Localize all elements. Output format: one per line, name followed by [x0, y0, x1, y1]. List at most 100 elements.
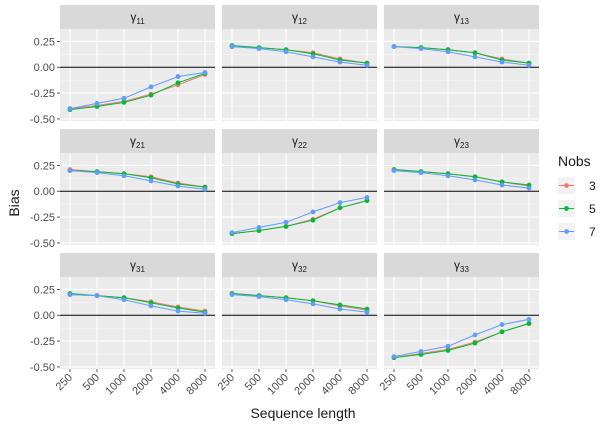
facet-strip: [384, 5, 539, 29]
x-tick-label: 250: [216, 372, 237, 393]
data-point-nobs-7: [148, 84, 154, 90]
facet-label: γ11: [130, 10, 145, 26]
data-point-nobs-7: [229, 44, 235, 49]
facet-strip: [60, 253, 215, 277]
data-point-nobs-5: [526, 321, 532, 326]
legend-marker: [564, 229, 569, 234]
series-line-nobs-5: [393, 46, 530, 64]
data-point-nobs-7: [499, 59, 505, 65]
data-point-nobs-7: [418, 349, 424, 354]
data-point-nobs-5: [148, 92, 154, 98]
data-point-nobs-7: [499, 182, 505, 188]
facet-panel-32: γ32 250 500 1000 2000 4000 8000: [216, 253, 377, 397]
y-tick-label: -0.50: [30, 114, 55, 126]
x-tick-label: 500: [81, 372, 102, 393]
data-point-nobs-5: [472, 340, 478, 346]
data-point-nobs-7: [256, 294, 262, 300]
data-point-nobs-7: [202, 310, 208, 316]
panel-background: [384, 29, 539, 121]
data-point-nobs-7: [391, 168, 397, 173]
data-point-nobs-7: [121, 95, 127, 101]
data-point-nobs-7: [283, 219, 289, 225]
x-tick-label: 4000: [157, 372, 183, 398]
facet-panel-33: γ33 250 500 1000 2000 4000 8000: [378, 253, 539, 397]
data-point-nobs-7: [94, 170, 100, 176]
y-tick-label: -0.25: [30, 212, 55, 224]
data-point-nobs-7: [337, 59, 343, 65]
data-point-nobs-7: [472, 177, 478, 183]
data-point-nobs-7: [256, 225, 262, 230]
data-point-nobs-7: [445, 49, 451, 55]
y-tick-label: -0.25: [30, 336, 55, 348]
x-tick-label: 4000: [481, 372, 507, 398]
y-tick-label: 0.25: [34, 36, 55, 48]
facet-label: γ32: [292, 258, 307, 274]
facet-panel-31: γ31 -0.50 -0.25 0.00 0.25 250 500 1000 2000 4000 8…: [30, 253, 215, 397]
series-line-nobs-7: [69, 294, 206, 314]
y-tick-label: -0.50: [30, 362, 55, 374]
y-tick-label: -0.25: [30, 88, 55, 100]
data-point-nobs-7: [337, 200, 343, 206]
legend-marker: [564, 183, 569, 188]
data-point-nobs-7: [310, 209, 316, 215]
series-line-nobs-7: [393, 46, 530, 66]
data-point-nobs-7: [94, 293, 100, 299]
facet-strip: [222, 253, 377, 277]
data-point-nobs-7: [391, 44, 397, 49]
x-tick-label: 250: [378, 372, 399, 393]
facet-label: γ13: [454, 10, 469, 26]
data-point-nobs-7: [67, 168, 73, 173]
x-tick-label: 2000: [292, 372, 318, 398]
facet-panel-23: γ23: [384, 129, 539, 245]
data-point-nobs-5: [499, 329, 505, 335]
data-point-nobs-7: [67, 292, 73, 297]
data-point-nobs-7: [67, 106, 73, 111]
data-point-nobs-7: [148, 303, 154, 309]
series-line-nobs-5: [69, 170, 206, 188]
data-point-nobs-7: [94, 101, 100, 106]
y-tick-label: 0.00: [34, 62, 55, 74]
data-point-nobs-7: [175, 183, 181, 189]
data-point-nobs-7: [526, 62, 532, 68]
panel-background: [60, 153, 215, 245]
data-point-nobs-7: [499, 322, 505, 327]
y-tick-label: 0.25: [34, 284, 55, 296]
x-tick-label: 8000: [346, 372, 372, 398]
y-tick-label: -0.50: [30, 238, 55, 250]
series-line-nobs-5: [393, 169, 530, 186]
facet-strip: [222, 5, 377, 29]
y-tick-label: 0.00: [34, 310, 55, 322]
series-line-nobs-7: [231, 294, 368, 313]
x-tick-label: 2000: [454, 372, 480, 398]
x-tick-label: 1000: [103, 372, 129, 398]
data-point-nobs-7: [364, 195, 370, 200]
data-point-nobs-7: [418, 46, 424, 52]
legend-label: 3: [589, 179, 596, 193]
data-point-nobs-7: [202, 70, 208, 75]
data-point-nobs-5: [445, 347, 451, 353]
x-tick-label: 8000: [184, 372, 210, 398]
series-line-nobs-7: [69, 71, 206, 110]
series-line-nobs-5: [231, 200, 368, 235]
data-point-nobs-7: [445, 343, 451, 349]
legend: Nobs 3 5 7: [558, 153, 596, 240]
y-tick-label: 0.00: [34, 186, 55, 198]
y-axis-title: Bias: [6, 189, 22, 216]
data-point-nobs-7: [445, 173, 451, 179]
facet-panel-12: γ12: [222, 5, 377, 121]
facet-strip: [60, 129, 215, 153]
panel-background: [222, 153, 377, 245]
data-point-nobs-7: [337, 306, 343, 312]
facet-panel-11: γ11 -0.50 -0.25 0.00 0.25: [30, 5, 215, 126]
x-tick-label: 500: [405, 372, 426, 393]
data-point-nobs-7: [364, 62, 370, 68]
data-point-nobs-7: [418, 170, 424, 176]
data-point-nobs-7: [175, 74, 181, 79]
series-line-nobs-7: [393, 170, 530, 189]
x-tick-label: 500: [243, 372, 264, 393]
series-line-nobs-7: [231, 46, 368, 66]
facet-panel-21: γ21 -0.50 -0.25 0.00 0.25: [30, 129, 215, 250]
data-point-nobs-7: [472, 54, 478, 60]
panel-background: [60, 277, 215, 369]
